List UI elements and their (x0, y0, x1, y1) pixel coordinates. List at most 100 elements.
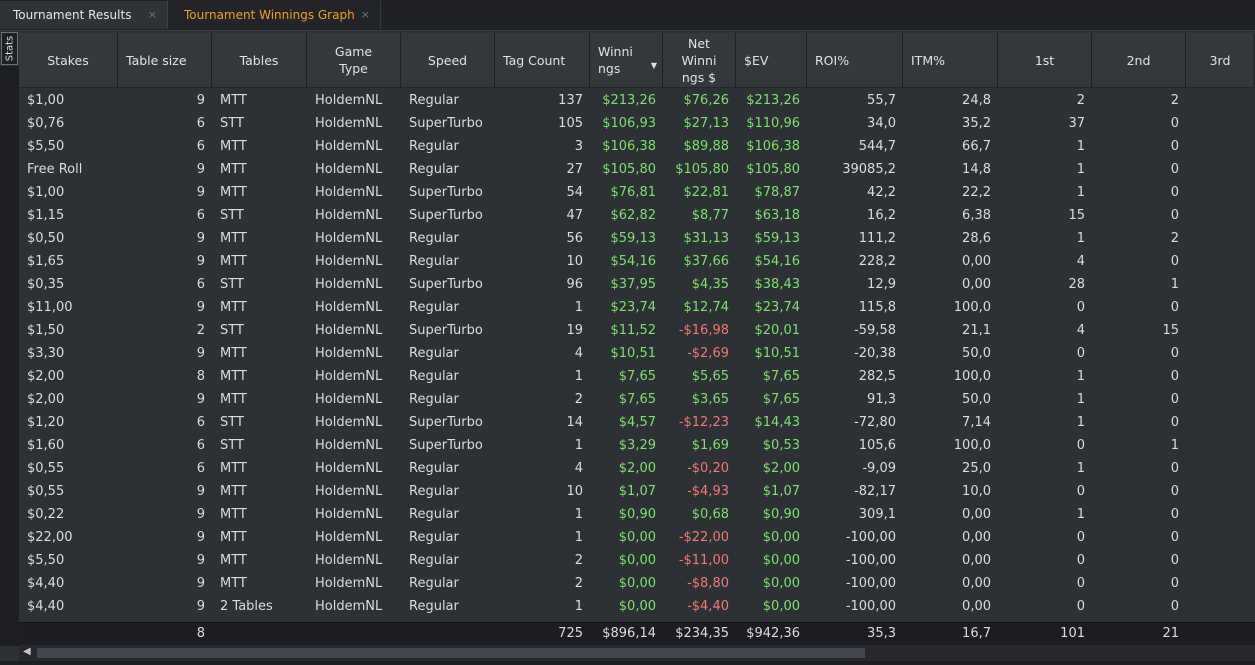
cell-stakes: $1,60 (27, 438, 65, 453)
column-header-label: 1st (1034, 52, 1055, 68)
column-header-itm[interactable]: ITM% (903, 33, 998, 87)
column-header-speed[interactable]: Speed (401, 33, 495, 87)
column-header-first[interactable]: 1st (998, 33, 1092, 87)
sort-descending-icon[interactable]: ▼ (650, 61, 657, 70)
table-row[interactable]: $0,76 6 STT HoldemNL SuperTurbo 105 $106,93 $27… (19, 113, 1255, 136)
column-header-tag-count[interactable]: Tag Count (495, 33, 590, 87)
close-icon[interactable]: × (360, 8, 370, 21)
cell-ev: $105,80 (746, 162, 800, 177)
cell-tag-count: 4 (574, 346, 583, 361)
stats-side-tab[interactable]: Stats (1, 32, 18, 65)
table-row[interactable]: $0,22 9 MTT HoldemNL Regular 1 $0,90 $0,68 $0,90… (19, 504, 1255, 527)
tab-tournament-winnings-graph[interactable]: Tournament Winnings Graph × (169, 1, 381, 29)
cell-roi: 55,7 (867, 93, 896, 108)
scroll-left-icon[interactable]: ◀ (23, 646, 31, 657)
cell-roi: 544,7 (858, 139, 896, 154)
cell-game-type: HoldemNL (315, 576, 383, 591)
table-row[interactable]: $3,30 9 MTT HoldemNL Regular 4 $10,51 -$2,69 $10… (19, 343, 1255, 366)
column-header-label: Tag Count (503, 52, 566, 68)
table-row[interactable]: $1,00 9 MTT HoldemNL SuperTurbo 54 $76,81 $22,8… (19, 182, 1255, 205)
column-header-label: Net Winni ngs $ (681, 35, 717, 85)
cell-second: 0 (1170, 208, 1179, 223)
cell-stakes: $2,00 (27, 392, 65, 407)
column-header-game-type[interactable]: Game Type (307, 33, 401, 87)
cell-first: 1 (1076, 139, 1085, 154)
cell-table-size: 9 (196, 93, 205, 108)
cell-tag-count: 96 (566, 277, 583, 292)
cell-table-size: 2 (196, 323, 205, 338)
column-header-second[interactable]: 2nd (1092, 33, 1186, 87)
cell-winnings: $4,57 (618, 415, 656, 430)
table-row[interactable]: $2,00 8 MTT HoldemNL Regular 1 $7,65 $5,65 $7,65… (19, 366, 1255, 389)
table-row[interactable]: $5,50 9 MTT HoldemNL Regular 2 $0,00 -$11,00 $0,… (19, 550, 1255, 573)
cell-net-winnings: -$8,80 (687, 576, 729, 591)
cell-table-size: 9 (196, 162, 205, 177)
cell-winnings: $37,95 (610, 277, 657, 292)
horizontal-scrollbar[interactable]: ◀ (19, 645, 1255, 661)
cell-ev: $213,26 (746, 93, 800, 108)
table-row[interactable]: $11,00 9 MTT HoldemNL Regular 1 $23,74 $12,74 $2… (19, 297, 1255, 320)
cell-winnings: $59,13 (610, 231, 657, 246)
cell-first: 0 (1076, 438, 1085, 453)
table-row[interactable]: $0,55 9 MTT HoldemNL Regular 10 $1,07 -$4,93 $1,… (19, 481, 1255, 504)
cell-net-winnings: -$4,93 (687, 484, 729, 499)
cell-second: 0 (1170, 162, 1179, 177)
cell-stakes: $1,00 (27, 93, 65, 108)
table-row[interactable]: $2,00 9 MTT HoldemNL Regular 2 $7,65 $3,65 $7,65… (19, 389, 1255, 412)
table-row[interactable]: $1,00 9 MTT HoldemNL Regular 137 $213,26 $76,26… (19, 90, 1255, 113)
cell-speed: Regular (409, 93, 459, 108)
total-winnings: $896,14 (602, 626, 656, 641)
column-header-third[interactable]: 3rd (1186, 33, 1255, 87)
total-roi: 35,3 (867, 626, 896, 641)
cell-net-winnings: $22,81 (683, 185, 730, 200)
cell-ev: $0,00 (762, 599, 800, 614)
tab-tournament-results[interactable]: Tournament Results × (0, 1, 168, 29)
cell-speed: SuperTurbo (409, 277, 483, 292)
cell-second: 1 (1170, 438, 1179, 453)
table-row[interactable]: $4,40 9 2 Tables HoldemNL Regular 1 $0,00 -$4,4… (19, 596, 1255, 619)
cell-second: 0 (1170, 553, 1179, 568)
cell-table-size: 6 (196, 208, 205, 223)
scrollbar-thumb[interactable] (37, 648, 865, 658)
cell-tables: MTT (220, 392, 247, 407)
column-header-ev[interactable]: $EV (736, 33, 807, 87)
close-icon[interactable]: × (147, 8, 157, 21)
table-row[interactable]: $1,65 9 MTT HoldemNL Regular 10 $54,16 $37,66 $5… (19, 251, 1255, 274)
table-row[interactable]: $5,50 6 MTT HoldemNL Regular 3 $106,38 $89,88 $1… (19, 136, 1255, 159)
column-header-stakes[interactable]: Stakes (19, 33, 118, 87)
cell-winnings: $0,00 (618, 576, 656, 591)
column-header-roi[interactable]: ROI% (807, 33, 903, 87)
table-row[interactable]: $1,60 6 STT HoldemNL SuperTurbo 1 $3,29 $1,69 $0… (19, 435, 1255, 458)
table-row[interactable]: $4,40 9 MTT HoldemNL Regular 2 $0,00 -$8,80 $0,0… (19, 573, 1255, 596)
cell-ev: $10,51 (754, 346, 801, 361)
cell-first: 1 (1076, 185, 1085, 200)
cell-speed: Regular (409, 599, 459, 614)
cell-first: 4 (1076, 254, 1085, 269)
cell-table-size: 9 (196, 576, 205, 591)
table-row[interactable]: $1,15 6 STT HoldemNL SuperTurbo 47 $62,82 $8,77… (19, 205, 1255, 228)
column-header-table-size[interactable]: Table size (118, 33, 212, 87)
cell-speed: SuperTurbo (409, 438, 483, 453)
table-row[interactable]: Free Roll 9 MTT HoldemNL Regular 27 $105,80 $10… (19, 159, 1255, 182)
column-header-net-winnings[interactable]: Net Winni ngs $ (663, 33, 736, 87)
cell-stakes: $0,50 (27, 231, 65, 246)
cell-ev: $1,07 (762, 484, 800, 499)
cell-roi: 111,2 (858, 231, 896, 246)
column-header-winnings[interactable]: Winni ngs ▼ (590, 33, 663, 87)
table-row[interactable]: $0,55 6 MTT HoldemNL Regular 4 $2,00 -$0,20 $2,0… (19, 458, 1255, 481)
cell-ev: $7,65 (762, 392, 800, 407)
total-itm: 16,7 (962, 626, 991, 641)
cell-first: 1 (1076, 231, 1085, 246)
cell-stakes: $5,50 (27, 139, 65, 154)
cell-table-size: 6 (196, 277, 205, 292)
column-header-tables[interactable]: Tables (212, 33, 307, 87)
table-row[interactable]: $22,00 9 MTT HoldemNL Regular 1 $0,00 -$22,00 $0… (19, 527, 1255, 550)
cell-roi: -9,09 (862, 461, 896, 476)
table-row[interactable]: $1,50 2 STT HoldemNL SuperTurbo 19 $11,52 -$16,… (19, 320, 1255, 343)
table-row[interactable]: $0,35 6 STT HoldemNL SuperTurbo 96 $37,95 $4,35… (19, 274, 1255, 297)
table-row[interactable]: $1,20 6 STT HoldemNL SuperTurbo 14 $4,57 -$12,2… (19, 412, 1255, 435)
column-header-label: Game Type (334, 44, 373, 76)
cell-stakes: $0,35 (27, 277, 65, 292)
table-row[interactable]: $0,50 9 MTT HoldemNL Regular 56 $59,13 $31,13 $5… (19, 228, 1255, 251)
cell-second: 0 (1170, 461, 1179, 476)
